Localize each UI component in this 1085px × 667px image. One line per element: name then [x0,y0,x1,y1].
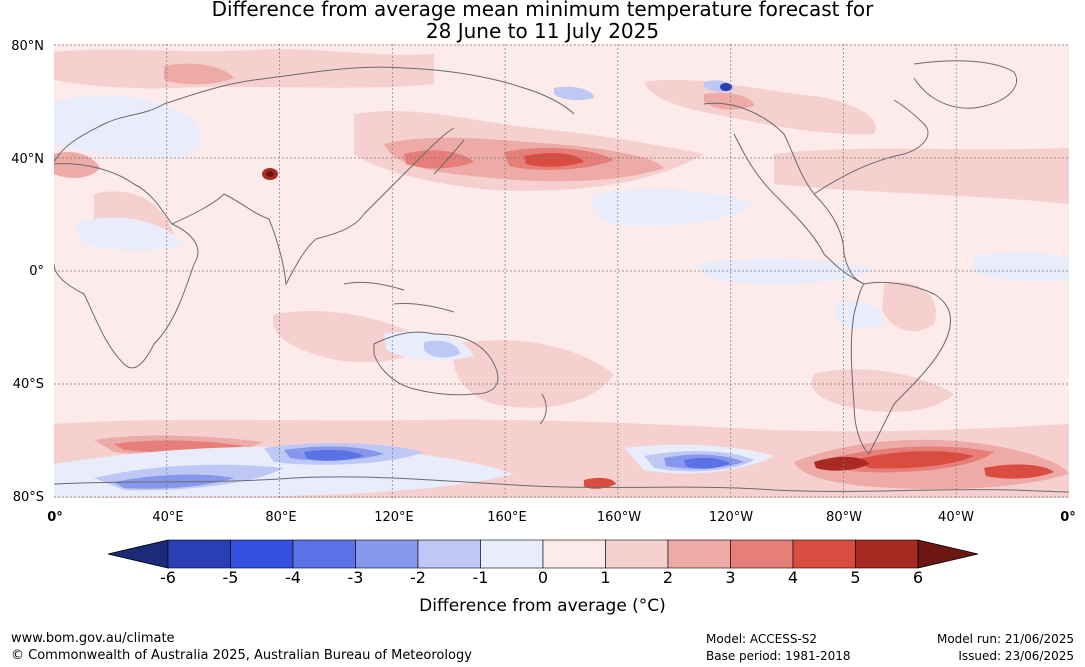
footer-issued: Issued: 23/06/2025 [958,649,1074,663]
colorbar-segment [167,539,231,569]
footer-copyright: © Commonwealth of Australia 2025, Austra… [11,648,472,663]
colorbar-tick-label: -1 [472,568,489,587]
colorbar-segment [355,539,419,569]
colorbar-segment [605,539,669,569]
lat-label-0: 0° [29,264,44,279]
colorbar-tick-label: 2 [662,568,674,587]
lon-label-0-right: 0° [1060,510,1076,525]
lon-label-40w: 40°W [938,510,974,525]
lon-label-120w: 120°W [708,510,754,525]
colorbar-tick-label: 6 [912,568,924,587]
colorbar [107,539,979,573]
footer-base-period: Base period: 1981-2018 [706,649,851,663]
footer-model: Model: ACCESS-S2 [706,632,818,646]
colorbar-segment [855,539,919,569]
lat-label-80s: 80°S [12,490,44,505]
lon-label-0-left: 0° [47,510,63,525]
map-title-line1: Difference from average mean minimum tem… [211,0,874,21]
lat-label-40n: 40°N [11,152,44,167]
colorbar-segment [480,539,544,569]
lon-label-40e: 40°E [152,510,184,525]
colorbar-segment [292,539,356,569]
lat-label-40s: 40°S [12,377,44,392]
colorbar-tick-label: -4 [285,568,301,587]
colorbar-tick-label: -6 [160,568,176,587]
colorbar-segment [792,539,856,569]
lon-label-120e: 120°E [374,510,414,525]
temperature-anomaly-map [54,44,1069,498]
map-title-line2: 28 June to 11 July 2025 [425,19,660,43]
colorbar-tick-label: 3 [725,568,736,587]
footer-website[interactable]: www.bom.gov.au/climate [11,631,175,646]
colorbar-label: Difference from average (°C) [419,596,666,616]
lon-label-160w: 160°W [596,510,642,525]
lon-label-80w: 80°W [826,510,862,525]
colorbar-tick-label: -3 [347,568,364,587]
colorbar-arrow-high [917,539,979,569]
lon-label-80e: 80°E [265,510,297,525]
colorbar-segment [667,539,731,569]
colorbar-tick-label: 5 [850,568,861,587]
colorbar-segment [730,539,794,569]
lon-label-160e: 160°E [487,510,527,525]
colorbar-tick-label: 1 [600,568,611,587]
lat-label-80n: 80°N [11,39,44,54]
footer-model-run: Model run: 21/06/2025 [936,632,1074,646]
colorbar-segment [230,539,294,569]
colorbar-segment [417,539,481,569]
colorbar-segment [542,539,606,569]
colorbar-tick-label: -2 [410,568,426,587]
colorbar-tick-label: -5 [222,568,239,587]
colorbar-arrow-low [107,539,169,569]
colorbar-tick-label: 0 [537,568,549,587]
colorbar-tick-label: 4 [787,568,799,587]
